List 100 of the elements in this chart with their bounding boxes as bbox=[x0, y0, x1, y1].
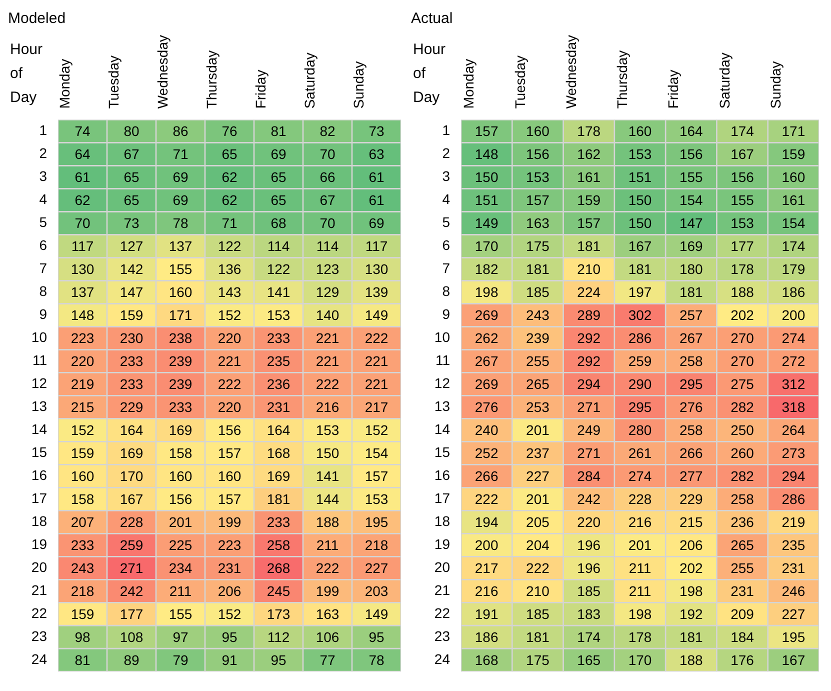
data-label: 154 bbox=[364, 444, 388, 461]
data-label: 114 bbox=[316, 238, 339, 254]
data-label: 174 bbox=[577, 628, 601, 645]
data-label: 147 bbox=[679, 215, 704, 232]
data-label: 61 bbox=[368, 169, 384, 186]
data-label: 200 bbox=[782, 307, 806, 324]
y-tick-label: 16 bbox=[434, 466, 450, 483]
y-tick-label: 20 bbox=[434, 558, 450, 575]
data-label: 64 bbox=[74, 146, 90, 162]
data-label: 156 bbox=[730, 169, 754, 186]
data-label: 171 bbox=[782, 123, 806, 140]
data-label: 282 bbox=[730, 398, 754, 415]
data-label: 159 bbox=[70, 606, 94, 622]
y-tick-label: 21 bbox=[31, 582, 48, 598]
data-label: 139 bbox=[364, 284, 388, 300]
data-label: 149 bbox=[474, 215, 498, 232]
y-tick-label: 2 bbox=[442, 145, 450, 162]
data-label: 217 bbox=[364, 398, 388, 415]
data-label: 276 bbox=[679, 398, 704, 415]
y-tick-label: 3 bbox=[442, 168, 450, 184]
data-label: 218 bbox=[70, 582, 94, 599]
data-label: 243 bbox=[526, 307, 550, 324]
data-label: 137 bbox=[168, 238, 192, 254]
data-label: 204 bbox=[526, 536, 550, 553]
x-tick-label: Thursday bbox=[614, 50, 630, 109]
data-label: 169 bbox=[266, 468, 290, 484]
y-tick-label: 23 bbox=[434, 628, 450, 644]
data-label: 181 bbox=[628, 261, 652, 278]
data-label: 78 bbox=[368, 652, 384, 668]
data-label: 147 bbox=[120, 284, 144, 300]
data-label: 179 bbox=[782, 261, 806, 278]
data-label: 240 bbox=[474, 422, 498, 438]
data-label: 267 bbox=[474, 353, 498, 370]
data-label: 236 bbox=[730, 514, 754, 530]
data-label: 188 bbox=[679, 652, 704, 668]
data-label: 70 bbox=[320, 215, 336, 232]
data-label: 163 bbox=[316, 606, 340, 622]
data-label: 123 bbox=[316, 261, 340, 278]
data-label: 148 bbox=[474, 146, 498, 162]
data-label: 151 bbox=[628, 169, 652, 186]
data-label: 252 bbox=[474, 444, 498, 461]
data-label: 185 bbox=[526, 606, 550, 622]
data-label: 218 bbox=[364, 536, 388, 553]
data-label: 242 bbox=[577, 490, 601, 507]
data-label: 259 bbox=[120, 536, 144, 553]
data-label: 164 bbox=[120, 422, 144, 438]
data-label: 198 bbox=[679, 582, 704, 599]
data-label: 265 bbox=[526, 376, 550, 392]
y-tick-label: 2 bbox=[39, 145, 48, 162]
y-tick-label: 19 bbox=[31, 536, 48, 552]
data-label: 127 bbox=[120, 238, 144, 254]
y-tick-label: 17 bbox=[31, 490, 48, 506]
data-label: 294 bbox=[782, 468, 806, 484]
data-label: 63 bbox=[368, 146, 384, 162]
data-label: 80 bbox=[124, 123, 140, 140]
y-tick-label: 1 bbox=[39, 122, 48, 138]
data-label: 195 bbox=[364, 514, 388, 530]
data-label: 152 bbox=[218, 606, 242, 622]
data-label: 221 bbox=[218, 353, 242, 370]
data-label: 152 bbox=[70, 422, 94, 438]
data-label: 229 bbox=[679, 490, 704, 507]
data-label: 175 bbox=[526, 652, 550, 668]
data-label: 233 bbox=[120, 353, 144, 370]
data-label: 153 bbox=[526, 169, 550, 186]
data-label: 148 bbox=[70, 307, 94, 324]
data-label: 210 bbox=[577, 261, 601, 278]
data-label: 141 bbox=[266, 284, 290, 300]
data-label: 222 bbox=[218, 376, 242, 392]
data-label: 269 bbox=[474, 307, 498, 324]
data-label: 95 bbox=[368, 628, 384, 645]
x-tick-label: Thursday bbox=[204, 50, 220, 109]
x-tick-label: Saturday bbox=[302, 52, 318, 109]
data-label: 117 bbox=[71, 238, 94, 254]
data-label: 140 bbox=[316, 307, 340, 324]
data-label: 155 bbox=[168, 261, 192, 278]
data-label: 155 bbox=[679, 169, 704, 186]
data-label: 159 bbox=[577, 192, 601, 208]
data-label: 70 bbox=[320, 146, 336, 162]
data-label: 163 bbox=[526, 215, 550, 232]
data-label: 231 bbox=[782, 560, 806, 576]
data-label: 65 bbox=[222, 146, 238, 162]
data-label: 65 bbox=[124, 192, 140, 208]
data-label: 192 bbox=[679, 606, 704, 622]
data-label: 174 bbox=[730, 123, 754, 140]
data-label: 286 bbox=[782, 490, 806, 507]
data-label: 129 bbox=[316, 284, 340, 300]
data-label: 177 bbox=[120, 606, 144, 622]
data-label: 169 bbox=[168, 422, 192, 438]
data-label: 130 bbox=[70, 261, 94, 278]
data-label: 233 bbox=[266, 330, 290, 346]
data-label: 154 bbox=[679, 192, 704, 208]
y-axis-title: Hour of Day bbox=[10, 41, 43, 106]
y-tick-label: 6 bbox=[442, 237, 450, 254]
data-label: 227 bbox=[782, 606, 806, 622]
data-label: 183 bbox=[577, 606, 601, 622]
data-label: 243 bbox=[70, 560, 94, 576]
data-label: 198 bbox=[474, 284, 498, 300]
data-label: 66 bbox=[320, 169, 336, 186]
data-label: 216 bbox=[628, 514, 652, 530]
y-tick-label: 3 bbox=[39, 168, 48, 184]
